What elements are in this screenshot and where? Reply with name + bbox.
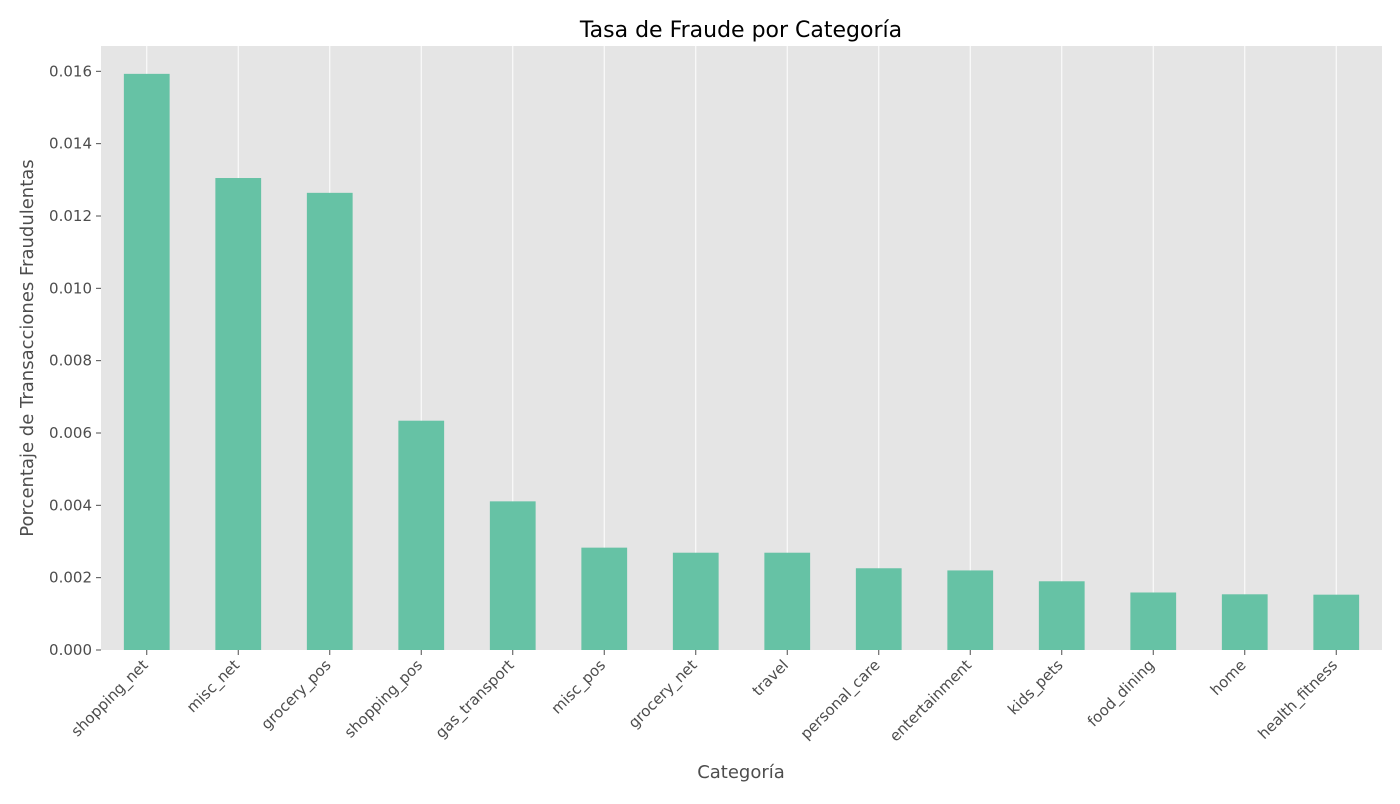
bar-kids-pets: [1038, 581, 1085, 650]
x-tick-label: shopping_net: [68, 656, 153, 741]
bar-home: [1221, 594, 1268, 650]
grid-lines: [146, 46, 1337, 650]
x-tick-label: grocery_pos: [257, 656, 335, 734]
bar-grocery-pos: [306, 192, 353, 651]
bar-shopping-net: [123, 73, 170, 650]
x-tick-label: shopping_pos: [341, 656, 427, 742]
bar-personal-care: [855, 568, 902, 650]
y-tick-label: 0.008: [49, 352, 92, 370]
y-tick-label: 0.006: [49, 424, 92, 442]
bar-entertainment: [947, 570, 994, 650]
y-axis-title: Porcentaje de Transacciones Fraudulentas: [17, 159, 38, 536]
bar-shopping-pos: [398, 420, 445, 650]
x-tick-label: misc_net: [183, 656, 244, 717]
bar-misc-pos: [581, 547, 628, 650]
x-axis-title: Categoría: [697, 762, 785, 783]
bars: [123, 73, 1360, 651]
plot-area: [101, 46, 1382, 650]
x-tick-label: personal_care: [797, 656, 885, 744]
x-tick-label: misc_pos: [548, 656, 610, 718]
y-tick-label: 0.014: [49, 135, 92, 153]
x-tick-label: entertainment: [886, 656, 975, 745]
bar-gas-transport: [489, 501, 536, 650]
y-tick-label: 0.004: [49, 496, 92, 514]
y-tick-label: 0.016: [49, 62, 92, 80]
bar-health-fitness: [1313, 594, 1360, 650]
y-tick-label: 0.000: [49, 641, 92, 659]
chart-title: Tasa de Fraude por Categoría: [579, 18, 902, 43]
x-axis: shopping_net misc_net grocery_pos shopping_…: [68, 650, 1342, 745]
y-tick-label: 0.002: [49, 569, 92, 587]
bar-misc-net: [215, 178, 262, 651]
bar-grocery-net: [672, 552, 719, 650]
bar-travel: [764, 552, 811, 650]
y-tick-label: 0.010: [49, 279, 92, 297]
x-tick-label: travel: [749, 656, 792, 699]
x-tick-label: gas_transport: [432, 656, 519, 743]
x-tick-label: food_dining: [1084, 656, 1159, 731]
y-tick-label: 0.012: [49, 207, 92, 225]
x-tick-label: grocery_net: [625, 656, 702, 733]
x-tick-label: home: [1207, 656, 1250, 699]
bar-food-dining: [1130, 592, 1177, 650]
x-tick-label: kids_pets: [1004, 656, 1067, 719]
x-tick-label: health_fitness: [1254, 656, 1342, 744]
y-axis: 0.000 0.002 0.004 0.006 0.008 0.010 0.012 0.014…: [49, 62, 101, 659]
